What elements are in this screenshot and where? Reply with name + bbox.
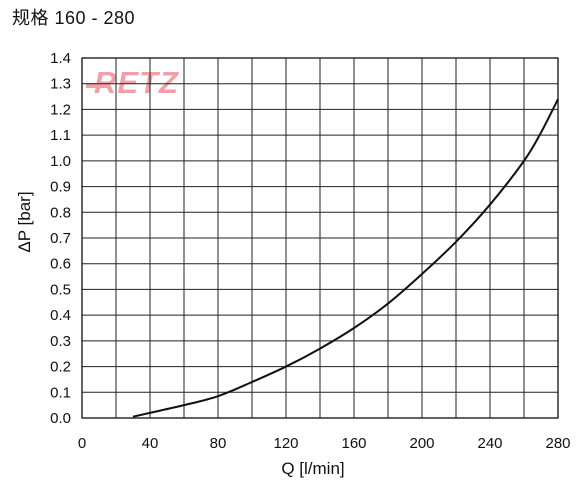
y-tick-label: 0.1 bbox=[50, 384, 71, 401]
x-tick-label: 120 bbox=[273, 435, 298, 452]
x-tick-label: 80 bbox=[210, 435, 227, 452]
y-tick-label: 0.6 bbox=[50, 256, 71, 273]
y-tick-label: 0.8 bbox=[50, 204, 71, 221]
y-tick-label: 1.0 bbox=[50, 153, 71, 170]
x-tick-label: 160 bbox=[341, 435, 366, 452]
x-tick-label: 0 bbox=[78, 435, 86, 452]
logo-bar bbox=[86, 83, 108, 88]
logo-text: RETZ bbox=[94, 65, 179, 100]
retz-logo: RETZ bbox=[86, 65, 179, 100]
x-tick-label: 240 bbox=[477, 435, 502, 452]
y-tick-label: 0.4 bbox=[50, 307, 71, 324]
y-tick-label: 1.1 bbox=[50, 127, 71, 144]
plot-frame bbox=[81, 57, 559, 419]
y-tick-label: 0.9 bbox=[50, 179, 71, 196]
y-tick-label: 1.4 bbox=[50, 50, 71, 67]
chart-title: 规格 160 - 280 bbox=[12, 8, 136, 28]
y-tick-label: 0.0 bbox=[50, 410, 71, 427]
y-tick-label: 1.2 bbox=[50, 101, 71, 118]
y-axis-label: ΔP [bar] bbox=[15, 191, 34, 252]
y-tick-label: 0.7 bbox=[50, 230, 71, 247]
y-tick-label: 0.5 bbox=[50, 281, 71, 298]
x-tick-label: 40 bbox=[142, 435, 159, 452]
series-line bbox=[132, 98, 559, 418]
y-tick-label: 1.3 bbox=[50, 76, 71, 93]
x-tick-label: 280 bbox=[545, 435, 570, 452]
x-tick-label: 200 bbox=[409, 435, 434, 452]
y-tick-label: 0.3 bbox=[50, 333, 71, 350]
x-axis-label: Q [l/min] bbox=[281, 459, 344, 478]
y-tick-label: 0.2 bbox=[50, 359, 71, 376]
